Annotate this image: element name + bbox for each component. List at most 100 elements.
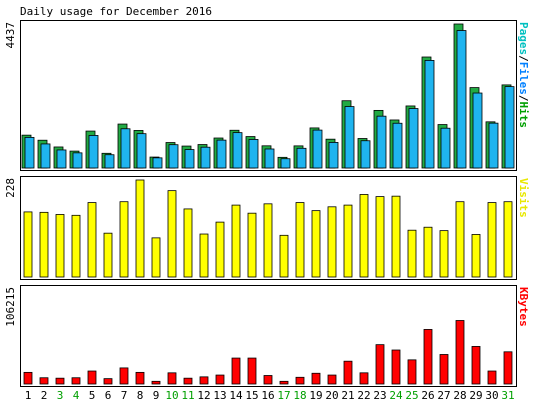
bar-visits-day-3 [55,214,65,278]
panel-frame-kbytes [20,285,517,387]
bar-kbytes-day-28 [455,320,465,385]
bar-visits-day-8 [135,179,145,278]
bar-visits-day-22 [359,194,369,278]
bar-kbytes-day-8 [135,371,145,385]
bar-files-day-19 [312,129,323,169]
bar-kbytes-day-10 [167,372,177,385]
x-tick-label-day-16: 16 [261,389,274,402]
legend-entry-kbytes-0: KBytes [517,287,530,327]
bar-kbytes-day-3 [55,377,65,385]
bar-files-day-1 [24,136,35,169]
bar-kbytes-day-25 [407,359,417,385]
bar-visits-day-9 [151,237,161,278]
bar-files-day-17 [280,158,291,169]
bar-visits-day-17 [279,234,289,278]
bar-files-day-24 [392,122,403,169]
x-tick-label-day-23: 23 [373,389,386,402]
bar-kbytes-day-27 [439,354,449,385]
bar-kbytes-day-20 [327,374,337,385]
x-tick-label-day-4: 4 [73,389,80,402]
bar-files-day-18 [296,147,307,169]
bar-visits-day-6 [103,232,113,278]
bar-visits-day-24 [391,195,401,278]
x-tick-label-day-17: 17 [277,389,290,402]
bar-kbytes-day-18 [295,376,305,385]
x-tick-label-day-22: 22 [357,389,370,402]
bar-visits-day-10 [167,190,177,278]
bar-visits-day-26 [423,226,433,278]
bar-visits-day-18 [295,202,305,278]
bar-visits-day-25 [407,229,417,278]
bar-kbytes-day-5 [87,370,97,385]
bar-files-day-29 [472,92,483,169]
x-tick-label-day-26: 26 [421,389,434,402]
panel-hits: 4437 Pages/Files/Hits [4,20,530,171]
bar-files-day-14 [232,132,243,169]
y-max-label-visits: 228 [4,178,17,198]
bar-kbytes-day-9 [151,380,161,385]
x-tick-label-day-2: 2 [41,389,48,402]
bar-files-day-4 [72,152,83,169]
legend-kbytes: KBytes [517,287,530,327]
bar-files-day-30 [488,122,499,169]
x-tick-label-day-28: 28 [453,389,466,402]
legend-entry-hits-3: / [517,95,530,102]
x-tick-label-day-31: 31 [501,389,514,402]
bar-visits-day-13 [215,221,225,278]
x-tick-label-day-9: 9 [153,389,160,402]
bar-kbytes-day-13 [215,374,225,385]
bar-visits-day-29 [471,234,481,278]
x-tick-label-day-27: 27 [437,389,450,402]
bar-files-day-15 [248,139,259,169]
bar-kbytes-day-31 [503,351,513,385]
bar-files-day-21 [344,106,355,169]
x-tick-label-day-11: 11 [181,389,194,402]
bar-visits-day-1 [23,211,33,278]
bar-kbytes-day-14 [231,357,241,385]
x-tick-label-day-15: 15 [245,389,258,402]
bar-visits-day-14 [231,204,241,278]
x-tick-label-day-5: 5 [89,389,96,402]
bar-files-day-8 [136,133,147,169]
x-tick-label-day-20: 20 [325,389,338,402]
bar-files-day-25 [408,108,419,169]
bar-files-day-3 [56,149,67,169]
bar-kbytes-day-23 [375,344,385,385]
bar-visits-day-30 [487,202,497,278]
bar-visits-day-12 [199,233,209,278]
y-max-label-kbytes: 106215 [4,287,17,327]
legend-visits: Visits [517,178,530,218]
bar-visits-day-27 [439,230,449,278]
x-tick-label-day-6: 6 [105,389,112,402]
bar-visits-day-31 [503,201,513,278]
x-tick-label-day-3: 3 [57,389,64,402]
bar-files-day-31 [504,86,515,169]
x-tick-label-day-7: 7 [121,389,128,402]
bar-files-day-2 [40,143,51,169]
bar-visits-day-15 [247,212,257,278]
bar-kbytes-day-29 [471,346,481,385]
x-tick-label-day-1: 1 [25,389,32,402]
bar-kbytes-day-16 [263,375,273,385]
panel-visits: 228 Visits [4,176,530,280]
bar-files-day-13 [216,139,227,169]
legend-entry-hits-4: Hits [517,102,530,129]
bar-kbytes-day-12 [199,376,209,385]
legend-entry-hits-0: Pages [517,22,530,55]
bar-visits-day-20 [327,206,337,278]
chart-title: Daily usage for December 2016 [20,5,212,18]
bar-visits-day-23 [375,196,385,278]
bar-files-day-28 [456,30,467,169]
bar-files-day-5 [88,135,99,169]
bar-kbytes-day-21 [343,360,353,385]
bar-kbytes-day-4 [71,377,81,385]
bar-visits-day-21 [343,204,353,278]
x-tick-label-day-24: 24 [389,389,403,402]
bar-files-day-26 [424,60,435,169]
bar-visits-day-11 [183,208,193,278]
bar-kbytes-day-26 [423,329,433,385]
bar-files-day-16 [264,148,275,169]
x-tick-label-day-14: 14 [229,389,243,402]
